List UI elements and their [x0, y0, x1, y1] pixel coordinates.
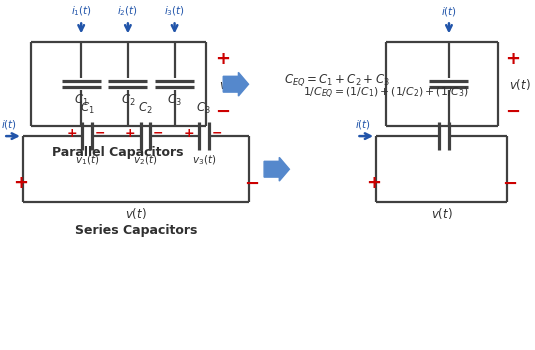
Text: $i(t)$: $i(t)$	[355, 118, 371, 131]
Text: Parallel Capacitors: Parallel Capacitors	[52, 146, 184, 159]
Text: $i(t)$: $i(t)$	[441, 6, 457, 19]
Text: +: +	[13, 174, 28, 193]
Text: $i_3(t)$: $i_3(t)$	[164, 5, 185, 19]
Text: −: −	[153, 127, 164, 140]
Polygon shape	[264, 158, 289, 181]
Text: +: +	[125, 127, 136, 140]
Text: +: +	[184, 127, 194, 140]
Text: +: +	[216, 50, 231, 68]
Text: $v(t)$: $v(t)$	[219, 77, 241, 92]
Text: −: −	[95, 127, 105, 140]
Text: $v_2(t)$: $v_2(t)$	[133, 154, 157, 168]
Text: $C_2$: $C_2$	[120, 93, 135, 108]
Text: $v(t)$: $v(t)$	[125, 206, 147, 221]
Text: $v_1(t)$: $v_1(t)$	[75, 154, 99, 168]
Text: $C_1$: $C_1$	[74, 93, 88, 108]
Text: $1/C_{EQ} = (1/C_1)+(1/C_2)+(1/C_3)$: $1/C_{EQ} = (1/C_1)+(1/C_2)+(1/C_3)$	[303, 85, 469, 100]
Polygon shape	[223, 72, 249, 96]
Text: Series Capacitors: Series Capacitors	[75, 224, 197, 237]
Text: −: −	[506, 103, 521, 121]
Text: $C_3$: $C_3$	[167, 93, 182, 108]
Text: −: −	[502, 174, 517, 193]
Text: −: −	[216, 103, 231, 121]
Text: −: −	[211, 127, 222, 140]
Text: $i(t)$: $i(t)$	[2, 118, 18, 131]
Text: $C_{EQ} = C_1+C_2+C_3$: $C_{EQ} = C_1+C_2+C_3$	[284, 72, 389, 88]
Text: +: +	[67, 127, 77, 140]
Text: $v(t)$: $v(t)$	[509, 77, 531, 92]
Text: $i_2(t)$: $i_2(t)$	[117, 5, 139, 19]
Text: $C_2$: $C_2$	[138, 101, 152, 116]
Text: −: −	[244, 174, 259, 193]
Text: $i_1(t)$: $i_1(t)$	[71, 5, 91, 19]
Text: $C_1$: $C_1$	[80, 101, 94, 116]
Text: +: +	[366, 174, 381, 193]
Text: $v_3(t)$: $v_3(t)$	[192, 154, 216, 168]
Text: $C_3$: $C_3$	[196, 101, 211, 116]
Text: $v(t)$: $v(t)$	[431, 206, 453, 221]
Text: +: +	[506, 50, 521, 68]
